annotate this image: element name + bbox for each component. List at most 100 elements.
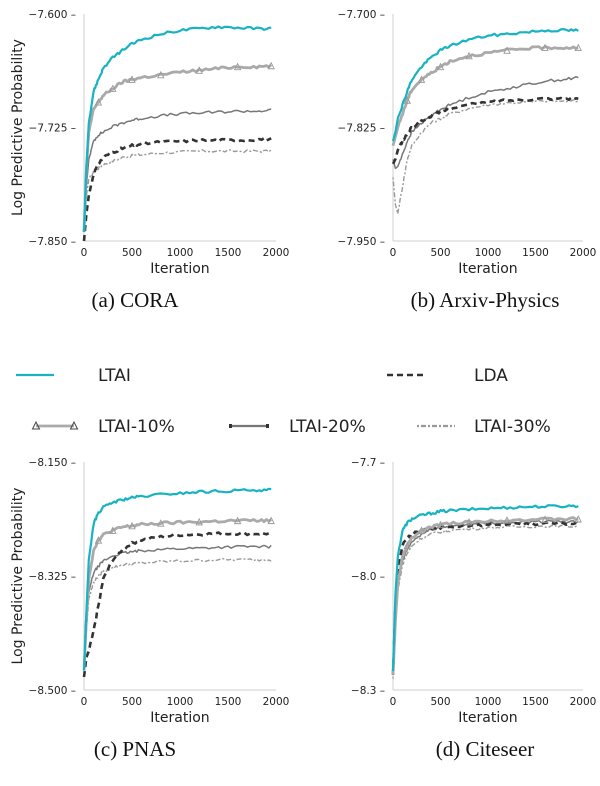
y-tick-label: −8.3 –	[351, 685, 385, 697]
series-line	[83, 108, 272, 232]
y-tick-label: −7.700 –	[338, 9, 385, 21]
data-point-marker	[267, 516, 275, 525]
x-tick-label: 1500	[522, 696, 549, 708]
data-point-marker	[574, 43, 582, 52]
series-line	[392, 519, 579, 675]
data-point-marker	[465, 51, 473, 60]
x-tick-label: 500	[430, 696, 450, 708]
x-axis-label: Iteration	[458, 710, 517, 726]
x-axis-label: Iteration	[150, 261, 209, 277]
series-line	[391, 504, 579, 672]
legend-item-ltai20: LTAI-20%	[229, 417, 366, 437]
series-line	[392, 75, 579, 170]
y-tick-label: −7.825 –	[338, 123, 385, 135]
x-tick-label: 500	[430, 247, 450, 259]
series-line	[82, 487, 272, 671]
data-point-marker	[128, 521, 136, 530]
series-line	[392, 99, 579, 215]
data-point-marker	[436, 62, 445, 71]
legend-item-lda: LDA	[387, 366, 508, 386]
data-point-marker	[94, 98, 103, 106]
x-tick-label: 0	[81, 696, 88, 708]
x-tick-label: 1000	[167, 247, 194, 259]
data-point-marker	[403, 96, 411, 104]
legend-label: LTAI-30%	[474, 417, 551, 437]
x-tick-label: 2000	[263, 696, 290, 708]
x-tick-label: 0	[390, 696, 397, 708]
x-tick-label: 500	[122, 696, 142, 708]
x-axis-label: Iteration	[458, 261, 517, 277]
y-tick-label: −7.7 –	[351, 457, 385, 469]
y-tick-label: −7.725 –	[29, 123, 76, 135]
y-tick-label: −8.500 –	[29, 685, 76, 697]
data-point-marker	[417, 526, 426, 534]
x-tick-label: 0	[390, 247, 397, 259]
legend-marker	[266, 424, 269, 428]
chart-panel: 0 500 1000 1500 2000 −8.150 – −8.325 – −8.500 –…	[10, 457, 289, 761]
chart-panel: 0 500 1000 1500 2000 −7.600 – −7.725 – −7.850 –…	[10, 9, 289, 312]
y-tick-label: −8.150 –	[29, 457, 76, 469]
panel-caption: (d) Citeseer	[436, 737, 535, 761]
series-line	[83, 557, 272, 671]
panel-caption: (b) Arxiv-Physics	[411, 288, 560, 312]
x-tick-label: 2000	[263, 247, 290, 259]
data-point-marker	[541, 43, 549, 52]
legend: LTAI LDA LTAI-10% LTAI-20% LTAI-30%	[16, 366, 551, 437]
series-line	[82, 518, 272, 671]
data-point-marker	[541, 515, 549, 523]
x-tick-label: 1500	[522, 247, 549, 259]
y-tick-label: −7.950 –	[338, 236, 385, 248]
chart-panel: 0 500 1000 1500 2000 −7.7 – −8.0 – −8.3 – Iterat…	[351, 457, 596, 761]
series-line	[391, 516, 579, 675]
legend-item-ltai10: LTAI-10%	[31, 417, 175, 437]
y-tick-label: −7.850 –	[29, 236, 76, 248]
panel-caption: (a) CORA	[92, 288, 180, 312]
x-tick-label: 1000	[475, 247, 502, 259]
legend-label: LTAI	[98, 366, 131, 386]
x-tick-label: 1000	[167, 696, 194, 708]
data-point-marker	[157, 519, 165, 527]
x-tick-label: 1000	[475, 696, 502, 708]
series-line	[82, 63, 273, 232]
data-point-marker	[403, 541, 411, 550]
series-line	[391, 45, 579, 147]
legend-marker	[31, 420, 41, 430]
y-axis-label: Log Predictive Probability	[10, 39, 26, 216]
x-tick-label: 1500	[215, 247, 242, 259]
data-point-marker	[109, 526, 117, 534]
x-tick-label: 2000	[570, 247, 597, 259]
legend-label: LTAI-20%	[289, 417, 366, 437]
series-line	[83, 149, 272, 232]
data-point-marker	[503, 516, 511, 524]
series-line	[82, 25, 272, 232]
data-point-marker	[94, 536, 103, 544]
x-axis-label: Iteration	[150, 710, 209, 726]
data-point-marker	[233, 62, 242, 71]
series-line	[391, 96, 579, 165]
data-point-marker	[157, 70, 165, 79]
series-line	[82, 136, 272, 242]
series-line	[82, 531, 272, 678]
series-line	[391, 521, 579, 675]
data-point-marker	[195, 66, 203, 74]
x-tick-label: 1500	[215, 696, 242, 708]
x-tick-label: 500	[122, 247, 142, 259]
data-point-marker	[109, 84, 117, 92]
y-tick-label: −8.325 –	[29, 571, 76, 583]
legend-marker	[229, 424, 232, 428]
data-point-marker	[503, 46, 511, 54]
y-tick-label: −8.0 –	[351, 571, 385, 583]
legend-item-ltai: LTAI	[16, 366, 131, 386]
series-line	[391, 28, 579, 142]
panel-caption: (c) PNAS	[94, 737, 176, 761]
data-point-marker	[233, 516, 242, 525]
y-axis-label: Log Predictive Probability	[10, 488, 26, 665]
data-point-marker	[574, 514, 582, 523]
data-point-marker	[195, 517, 203, 526]
legend-marker	[69, 420, 79, 430]
data-point-marker	[128, 75, 136, 83]
data-point-marker	[465, 518, 473, 526]
y-tick-label: −7.600 –	[29, 9, 76, 21]
x-tick-label: 2000	[570, 696, 597, 708]
